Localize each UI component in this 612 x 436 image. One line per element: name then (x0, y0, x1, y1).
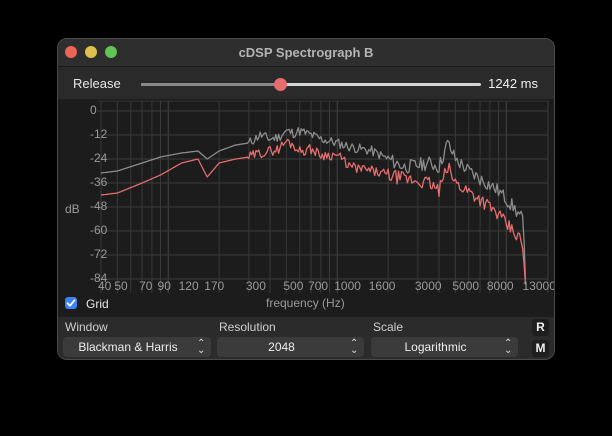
minimize-button[interactable] (85, 46, 97, 58)
x-tick-label: 13000 (522, 279, 555, 293)
resolution-label: Resolution (219, 320, 276, 334)
x-tick-label: 170 (204, 279, 225, 293)
y-tick-label: -12 (90, 127, 108, 141)
y-tick-label: 0 (90, 103, 97, 117)
mode-button[interactable]: M (532, 340, 549, 357)
scale-select[interactable]: Logarithmic ⌃ ⌄ (371, 337, 518, 357)
reset-button[interactable]: R (532, 319, 549, 336)
y-tick-label: -48 (90, 199, 108, 213)
window-select[interactable]: Blackman & Harris ⌃ ⌄ (63, 337, 211, 357)
title-bar[interactable]: cDSP Spectrograph B (58, 39, 554, 67)
chevron-updown-icon: ⌃ ⌄ (504, 338, 513, 356)
chevron-updown-icon: ⌃ ⌄ (350, 338, 359, 356)
y-tick-label: -36 (90, 175, 108, 189)
resolution-select-value: 2048 (268, 340, 295, 354)
zoom-button[interactable] (105, 46, 117, 58)
checkmark-icon (66, 299, 76, 307)
window-select-value: Blackman & Harris (78, 340, 178, 354)
y-tick-label: -84 (90, 271, 108, 285)
x-tick-label: 1000 (334, 279, 361, 293)
release-row: Release 1242 ms (58, 67, 554, 99)
close-button[interactable] (65, 46, 77, 58)
release-value: 1242 ms (488, 76, 538, 91)
settings-bar: Window Blackman & Harris ⌃ ⌄ Resolution 2… (58, 317, 554, 359)
x-tick-label: 120 (178, 279, 199, 293)
release-slider[interactable] (141, 78, 481, 91)
y-tick-label: -60 (90, 223, 108, 237)
scale-label: Scale (373, 320, 404, 334)
scale-select-value: Logarithmic (404, 340, 467, 354)
x-tick-label: 1600 (368, 279, 396, 293)
x-tick-label: 300 (245, 279, 266, 293)
window-label: Window (65, 320, 108, 334)
release-slider-fill (141, 83, 281, 86)
x-tick-label: 700 (308, 279, 329, 293)
chevron-updown-icon: ⌃ ⌄ (197, 338, 206, 356)
x-tick-label: 70 (139, 279, 153, 293)
x-tick-label: 3000 (414, 279, 442, 293)
x-axis-label: frequency (Hz) (266, 296, 345, 310)
window-title: cDSP Spectrograph B (238, 45, 374, 60)
y-tick-label: -24 (90, 151, 108, 165)
spectrum-chart (97, 100, 549, 293)
y-tick-label: -72 (90, 247, 108, 261)
x-tick-label: 5000 (452, 279, 480, 293)
x-tick-label: 40 (98, 279, 112, 293)
spectrograph-window: cDSP Spectrograph B Release 1242 ms dB 0… (57, 38, 555, 360)
x-tick-label: 500 (283, 279, 304, 293)
release-label: Release (73, 76, 121, 91)
release-slider-knob[interactable] (274, 78, 288, 91)
spectrum-plot: dB 0 -12 -24 -36 -48 -60 -72 -84 40 50 70 90 120 170… (58, 99, 554, 317)
y-axis-label: dB (65, 202, 80, 216)
x-tick-label: 90 (157, 279, 171, 293)
resolution-select[interactable]: 2048 ⌃ ⌄ (217, 337, 364, 357)
x-tick-label: 50 (114, 279, 128, 293)
x-tick-label: 8000 (486, 279, 514, 293)
grid-checkbox[interactable] (65, 297, 77, 309)
grid-checkbox-label: Grid (86, 297, 109, 311)
